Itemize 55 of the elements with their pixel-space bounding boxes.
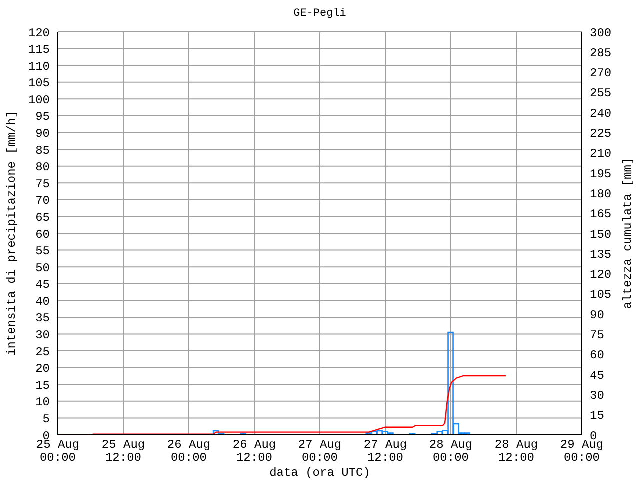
y-tick-label: 105 [28,76,50,91]
y-tick-label: 50 [36,261,50,276]
y-tick-label: 5 [42,412,50,426]
y2-tick-label: 240 [590,106,612,121]
y2-tick-label: 45 [590,368,604,383]
x-tick-label: 27 Aug 00:00 [298,438,342,465]
chart-title: GE-Pegli [292,7,348,21]
y2-tick-label: 90 [590,308,604,322]
x-axis-title: data (ora UTC) [270,466,370,480]
y-tick-label: 55 [36,244,50,259]
x-tick-label: 29 Aug 00:00 [560,438,604,465]
y-tick-label: 115 [28,43,50,58]
x-tick-label: 26 Aug 00:00 [167,438,211,465]
y2-tick-label: 210 [590,147,612,162]
y-tick-label: 110 [28,60,50,74]
y2-tick-label: 60 [590,348,604,363]
y2-tick-label: 285 [590,46,612,60]
y2-tick-label: 75 [590,328,604,343]
y-tick-label: 85 [36,144,50,158]
y-tick-label: 120 [28,26,50,40]
x-tick-label: 28 Aug 12:00 [494,438,538,465]
y2-tick-label: 105 [590,288,612,302]
y-tick-label: 70 [36,194,50,208]
y2-tick-label: 120 [590,268,612,282]
y2-tick-label: 255 [590,86,612,101]
y2-tick-label: 270 [590,66,612,81]
y-tick-label: 30 [36,328,50,343]
y2-axis-title: altezza cumulata [mm] [621,158,635,310]
y-tick-label: 15 [36,378,50,393]
y-tick-label: 45 [36,278,50,292]
y-tick-label: 100 [28,93,50,108]
y-tick-label: 35 [36,312,50,326]
y2-tick-label: 165 [590,208,612,222]
y-tick-label: 20 [36,362,50,376]
y-tick-label: 90 [36,127,50,142]
y2-tick-label: 195 [590,167,612,182]
y-tick-label: 65 [36,210,50,225]
y2-tick-label: 15 [590,409,604,424]
y2-tick-label: 225 [590,127,612,142]
y2-tick-label: 135 [590,248,612,262]
y2-tick-label: 150 [590,228,612,242]
y-tick-label: 10 [36,396,50,410]
y-tick-label: 60 [36,228,50,242]
x-tick-label: 27 Aug 12:00 [364,438,408,465]
y-tick-label: 95 [36,110,50,124]
y-tick-label: 75 [36,177,50,192]
y2-tick-label: 30 [590,388,604,403]
y-tick-label: 80 [36,160,50,175]
y-tick-label: 25 [36,345,50,360]
y-axis-title: intensita di precipitazione [mm/h] [5,111,19,356]
y-tick-label: 40 [36,294,50,309]
x-tick-label: 28 Aug 00:00 [429,438,473,465]
x-tick-label: 25 Aug 12:00 [102,438,146,465]
y2-tick-label: 300 [590,26,612,40]
y2-tick-label: 180 [590,187,612,202]
